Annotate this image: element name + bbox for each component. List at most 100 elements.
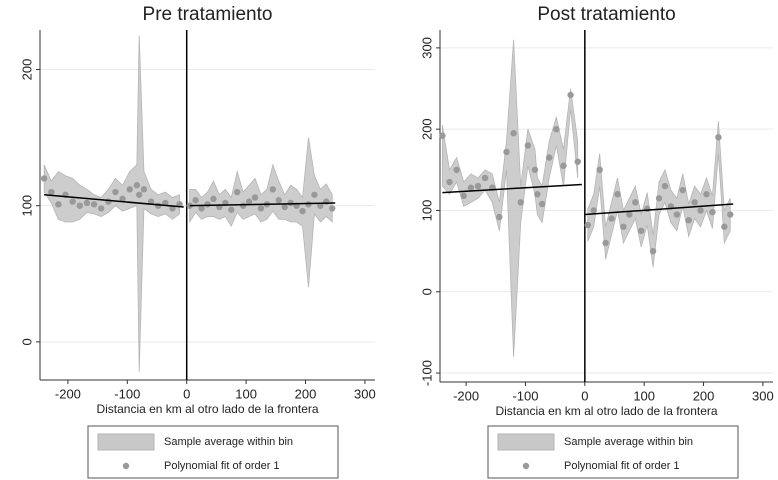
point	[481, 174, 489, 182]
legend-marker	[522, 462, 530, 470]
legend-label: Polynomial fit of order 1	[564, 460, 680, 472]
point	[721, 223, 728, 230]
point	[329, 205, 336, 212]
fit-line	[44, 194, 184, 208]
point	[119, 195, 126, 203]
point	[538, 200, 546, 208]
point	[135, 191, 143, 198]
point	[446, 178, 453, 186]
ci-band	[189, 137, 333, 288]
point	[257, 205, 265, 212]
point	[503, 148, 510, 156]
chart-title: Post tratamiento	[537, 4, 675, 25]
point	[560, 162, 567, 169]
point	[531, 166, 539, 174]
point	[517, 199, 524, 206]
y-tick-label: 100	[19, 195, 34, 217]
point	[649, 247, 657, 255]
fit-line	[189, 202, 336, 207]
point	[524, 142, 532, 149]
point	[126, 186, 133, 193]
point	[632, 199, 639, 206]
point	[305, 201, 312, 208]
y-tick-label: 200	[19, 59, 34, 81]
x-tick-label: 200	[295, 386, 317, 401]
point	[638, 227, 645, 234]
point	[269, 186, 277, 193]
y-tick-label: 0	[19, 338, 34, 345]
point	[228, 206, 235, 213]
y-tick-label: 200	[419, 118, 434, 140]
point	[287, 199, 294, 207]
point	[467, 184, 475, 191]
point	[453, 166, 460, 174]
point	[311, 191, 318, 198]
point	[90, 201, 98, 208]
point	[691, 199, 698, 206]
point	[233, 188, 241, 196]
point	[439, 132, 446, 139]
point	[727, 211, 734, 218]
point	[679, 186, 686, 194]
x-tick-label: 300	[354, 386, 376, 401]
point	[553, 125, 560, 133]
point	[245, 198, 253, 205]
legend-swatch	[497, 433, 555, 451]
point	[496, 213, 503, 221]
point	[608, 215, 615, 222]
x-tick-label: 300	[752, 388, 774, 403]
point	[198, 205, 205, 212]
x-tick-label: 0	[183, 386, 190, 401]
point	[55, 201, 62, 208]
y-tick-label: -100	[419, 360, 434, 386]
point	[204, 201, 211, 208]
point	[534, 191, 541, 198]
point	[626, 211, 633, 218]
legend-label: Sample average within bin	[564, 436, 693, 448]
x-tick-label: 200	[693, 388, 715, 403]
x-tick-label: 100	[235, 386, 257, 401]
point	[596, 166, 603, 174]
point	[584, 221, 592, 229]
chart-title: Pre tratamiento	[143, 4, 273, 25]
point	[251, 194, 259, 201]
point	[40, 175, 48, 182]
fit-line	[584, 203, 734, 216]
point	[474, 182, 482, 190]
legend-label: Polynomial fit of order 1	[164, 460, 280, 472]
x-tick-label: 100	[633, 388, 655, 403]
point	[48, 188, 55, 196]
x-tick-label: -100	[512, 388, 538, 403]
point	[210, 195, 217, 203]
legend-marker	[122, 462, 130, 470]
point	[655, 195, 663, 202]
point	[105, 198, 112, 205]
point	[567, 91, 574, 99]
point	[661, 182, 669, 190]
ci-band	[43, 35, 180, 372]
point	[709, 208, 716, 216]
y-tick-label: 0	[419, 288, 434, 295]
point	[703, 191, 710, 198]
point	[590, 207, 597, 214]
point	[620, 223, 627, 230]
point	[281, 203, 288, 211]
y-tick-label: 300	[419, 37, 434, 59]
point	[112, 188, 119, 196]
x-tick-label: -200	[453, 388, 479, 403]
point	[97, 205, 105, 212]
point	[510, 130, 517, 137]
point	[275, 197, 282, 204]
point	[133, 182, 141, 189]
point	[83, 199, 91, 207]
point	[546, 154, 553, 161]
point	[685, 217, 692, 224]
x-axis-label: Distancia en km al otro lado de la front…	[495, 404, 717, 418]
legend-label: Sample average within bin	[164, 436, 293, 448]
point	[673, 211, 681, 218]
point	[697, 207, 704, 214]
point	[192, 197, 199, 204]
point	[574, 158, 581, 165]
ci-band	[587, 121, 731, 268]
